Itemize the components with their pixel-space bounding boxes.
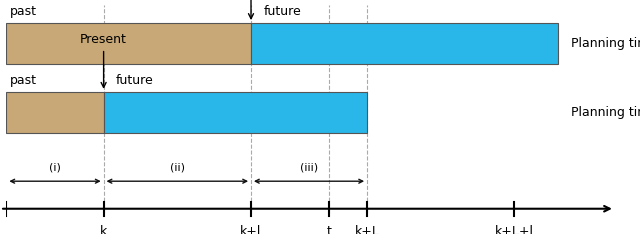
Text: (iii): (iii) xyxy=(300,162,318,172)
Text: k+L: k+L xyxy=(355,225,380,234)
Text: Planning time k+l: Planning time k+l xyxy=(571,37,640,50)
Text: past: past xyxy=(10,74,36,87)
Text: k: k xyxy=(100,225,108,234)
Text: (i): (i) xyxy=(49,162,61,172)
Text: t: t xyxy=(327,225,332,234)
Text: future: future xyxy=(116,74,154,87)
Text: past: past xyxy=(10,5,36,18)
Text: (ii): (ii) xyxy=(170,162,185,172)
Bar xyxy=(104,92,367,133)
Bar xyxy=(6,23,251,64)
Text: Present: Present xyxy=(80,33,127,88)
Text: k+L+l: k+L+l xyxy=(495,225,534,234)
Text: k+l: k+l xyxy=(241,225,262,234)
Text: Planning time k: Planning time k xyxy=(571,106,640,119)
Text: Present: Present xyxy=(228,0,275,19)
Text: future: future xyxy=(264,5,301,18)
Bar xyxy=(6,92,104,133)
Bar xyxy=(251,23,558,64)
